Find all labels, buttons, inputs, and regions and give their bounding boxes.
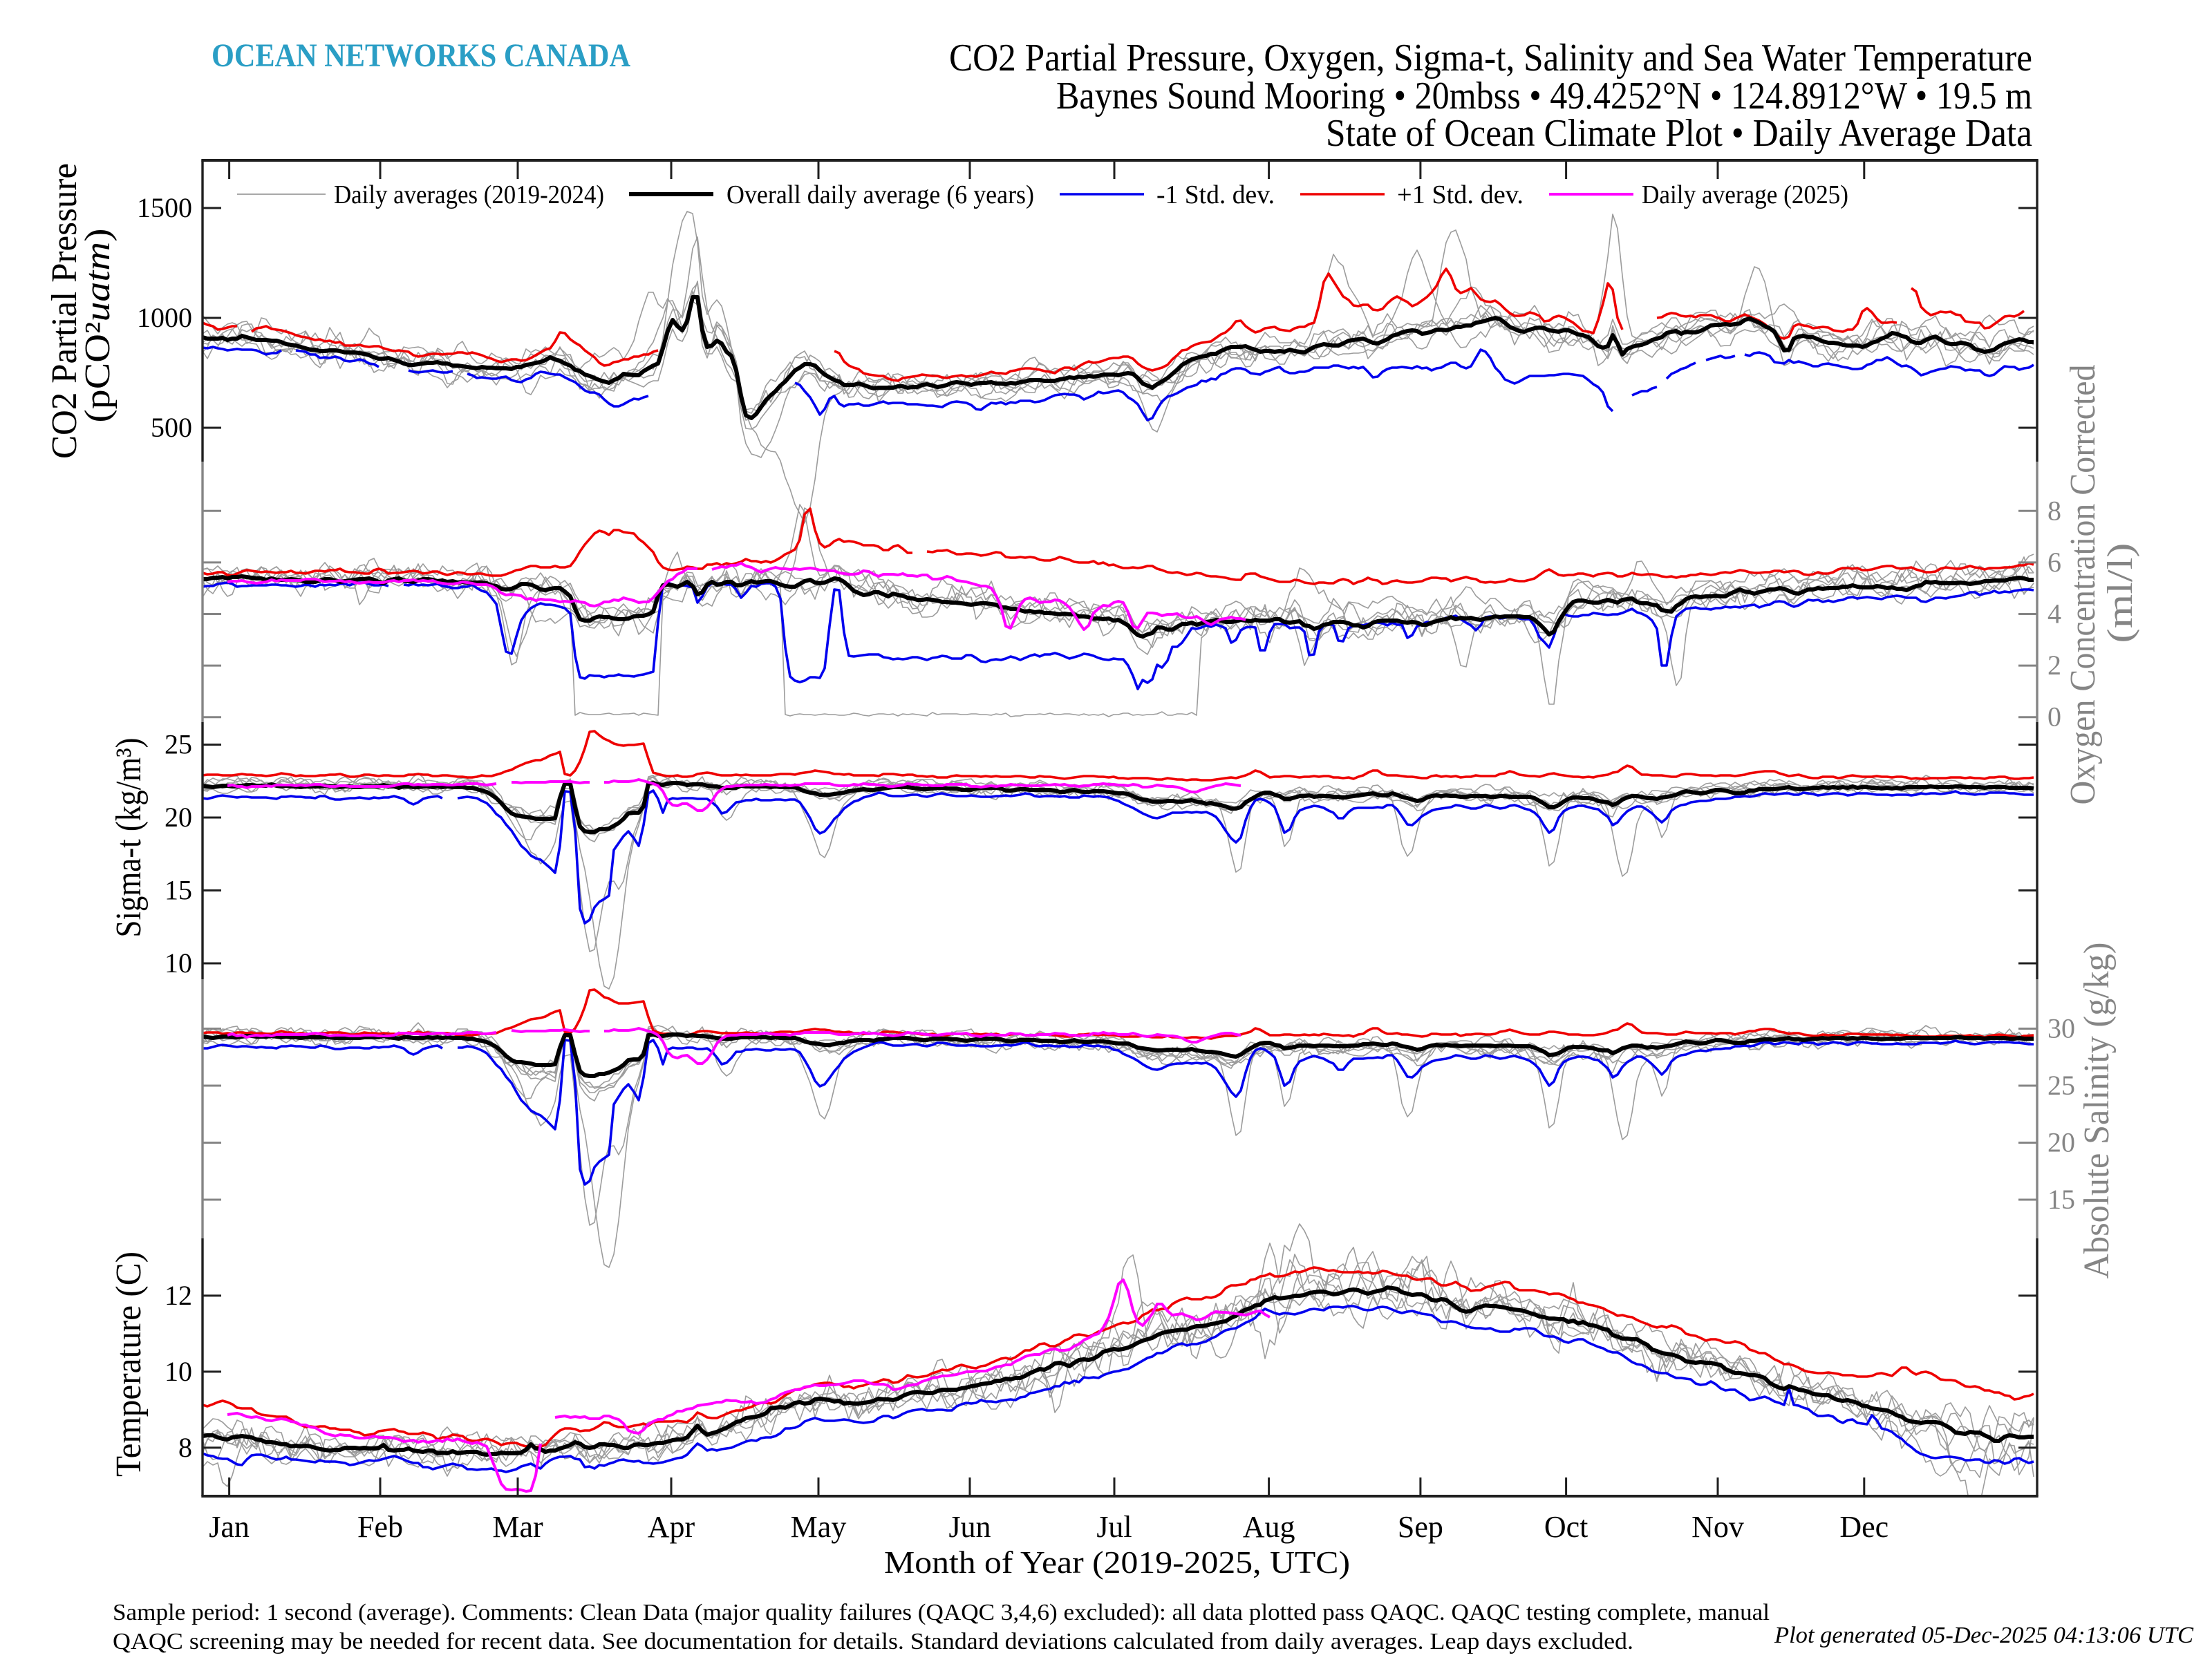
svg-text:30: 30	[2047, 1013, 2075, 1044]
svg-text:Oxygen Concentration Corrected: Oxygen Concentration Corrected	[2063, 365, 2103, 805]
svg-text:25: 25	[165, 729, 192, 760]
svg-text:1000: 1000	[137, 302, 192, 333]
svg-text:CO2 Partial Pressure: CO2 Partial Pressure	[45, 163, 84, 459]
svg-text:CO2 Partial Pressure, Oxygen,: CO2 Partial Pressure, Oxygen, Sigma-t, S…	[949, 37, 2032, 79]
svg-text:Sigma-t (kg/m³): Sigma-t (kg/m³)	[109, 738, 149, 938]
svg-text:1500: 1500	[137, 192, 192, 223]
svg-text:OCEAN NETWORKS CANADA: OCEAN NETWORKS CANADA	[212, 37, 630, 74]
svg-text:10: 10	[165, 1356, 192, 1387]
svg-text:QAQC screening may be needed f: QAQC screening may be needed for recent …	[113, 1629, 1633, 1654]
svg-text:Jun: Jun	[948, 1510, 991, 1544]
svg-text:Temperature (C): Temperature (C)	[109, 1252, 149, 1477]
svg-text:Sample period: 1 second (avera: Sample period: 1 second (average). Comme…	[113, 1600, 1770, 1625]
svg-text:State of Ocean Climate Plot •: State of Ocean Climate Plot • Daily Aver…	[1326, 112, 2032, 155]
svg-text:Absolute Salinity (g/kg): Absolute Salinity (g/kg)	[2077, 943, 2117, 1279]
svg-text:Apr: Apr	[648, 1510, 695, 1544]
svg-text:8: 8	[2047, 495, 2061, 526]
svg-text:Month of Year (2019-2025, UTC): Month of Year (2019-2025, UTC)	[884, 1545, 1350, 1580]
svg-text:Feb: Feb	[357, 1510, 403, 1544]
svg-text:+1 Std. dev.: +1 Std. dev.	[1397, 180, 1524, 209]
svg-text:500: 500	[151, 412, 192, 443]
svg-text:Baynes Sound Mooring • 20mbss: Baynes Sound Mooring • 20mbss • 49.4252°…	[1056, 75, 2032, 117]
svg-text:-1 Std. dev.: -1 Std. dev.	[1156, 180, 1275, 209]
svg-text:25: 25	[2047, 1070, 2075, 1101]
svg-text:(ml/l): (ml/l)	[2101, 543, 2140, 643]
svg-text:8: 8	[178, 1432, 192, 1463]
svg-text:Daily average (2025): Daily average (2025)	[1642, 180, 1848, 209]
svg-text:4: 4	[2047, 598, 2061, 630]
svg-text:Dec: Dec	[1839, 1510, 1888, 1544]
svg-text:Sep: Sep	[1398, 1510, 1443, 1544]
svg-text:Plot generated 05-Dec-2025 04:: Plot generated 05-Dec-2025 04:13:06 UTC	[1774, 1623, 2193, 1648]
svg-text:20: 20	[165, 802, 192, 833]
svg-text:Aug: Aug	[1243, 1510, 1295, 1544]
svg-text:Daily averages (2019-2024): Daily averages (2019-2024)	[334, 180, 604, 209]
svg-text:6: 6	[2047, 547, 2061, 578]
svg-text:Jul: Jul	[1096, 1510, 1132, 1544]
svg-text:15: 15	[165, 875, 192, 906]
svg-text:2: 2	[2047, 650, 2061, 681]
svg-text:May: May	[791, 1510, 847, 1544]
svg-text:20: 20	[2047, 1127, 2075, 1158]
svg-text:10: 10	[165, 947, 192, 979]
svg-text:Mar: Mar	[492, 1510, 543, 1544]
svg-text:15: 15	[2047, 1184, 2075, 1215]
svg-text:Nov: Nov	[1691, 1510, 1744, 1544]
svg-text:Jan: Jan	[209, 1510, 250, 1544]
svg-text:0: 0	[2047, 701, 2061, 733]
svg-text:Overall daily average (6 years: Overall daily average (6 years)	[727, 180, 1034, 209]
svg-text:(pCO²uatm): (pCO²uatm)	[78, 229, 118, 423]
svg-text:Oct: Oct	[1544, 1510, 1588, 1544]
svg-text:12: 12	[165, 1280, 192, 1311]
